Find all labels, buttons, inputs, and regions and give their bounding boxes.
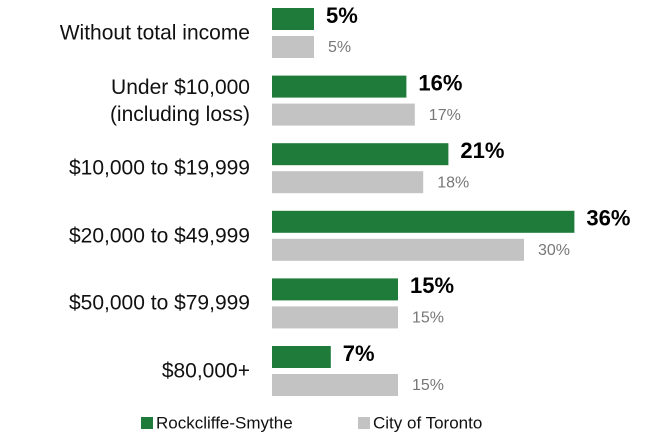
category-label: $10,000 to $19,999: [68, 156, 250, 180]
value-label: 18%: [437, 174, 469, 191]
bar: [272, 374, 398, 396]
bar: [272, 346, 331, 368]
bar: [272, 143, 449, 166]
category-label: Under $10,000 (including loss): [109, 75, 250, 126]
legend-label: City of Toronto: [373, 413, 482, 432]
value-label: 15%: [412, 310, 444, 327]
value-label: 5%: [326, 3, 358, 28]
legend-swatch: [358, 417, 370, 429]
bar: [272, 103, 415, 126]
bar: [272, 278, 398, 301]
category-label: $80,000+: [161, 359, 250, 383]
value-label: 15%: [412, 377, 444, 394]
value-label: 5%: [328, 39, 351, 56]
value-label: 36%: [586, 206, 630, 231]
bar: [272, 238, 524, 261]
category-label: $50,000 to $79,999: [68, 291, 250, 315]
legend-swatch: [141, 417, 153, 429]
value-label: 16%: [418, 70, 462, 95]
bar: [272, 36, 314, 58]
value-label: 17%: [429, 107, 461, 124]
bar: [272, 75, 407, 98]
value-label: 21%: [460, 138, 504, 163]
value-label: 30%: [538, 242, 570, 259]
bar: [272, 306, 398, 329]
legend-label: Rockcliffe-Smythe: [156, 413, 293, 432]
value-label: 7%: [343, 341, 375, 366]
bar: [272, 8, 314, 30]
bar: [272, 210, 575, 233]
category-label: $20,000 to $49,999: [68, 224, 250, 248]
bar: [272, 171, 424, 194]
category-label: Without total income: [59, 21, 250, 45]
value-label: 15%: [410, 273, 454, 298]
